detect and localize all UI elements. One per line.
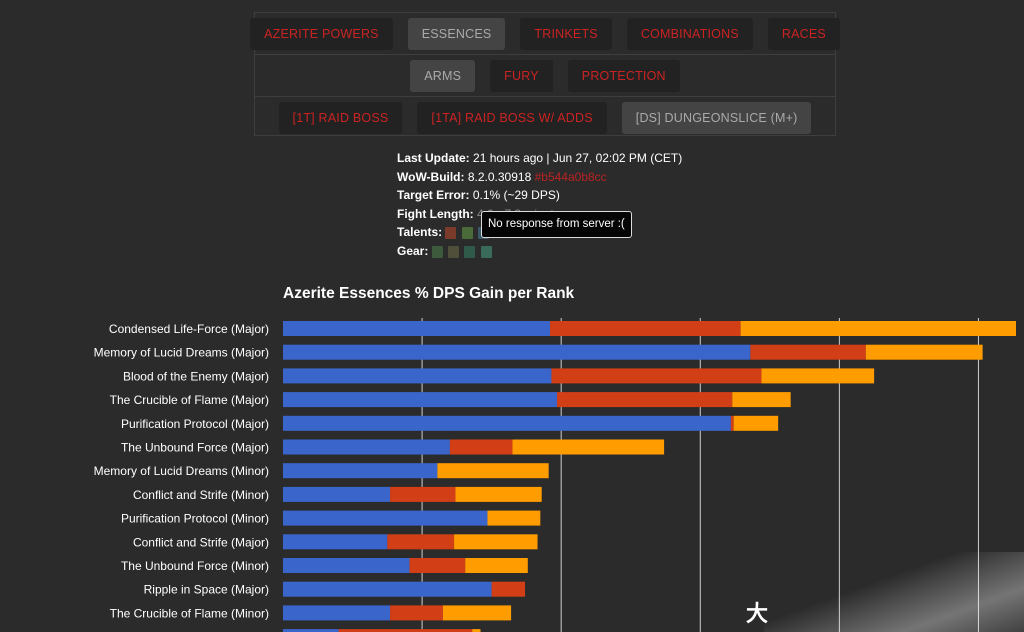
bar-segment-rank-1[interactable] [283, 415, 731, 431]
chart-category-labels: Condensed Life-Force (Major) Memory of Lu… [94, 322, 269, 632]
gear-label: Gear: [397, 244, 429, 259]
category-label: Ripple in Space (Major) [144, 583, 269, 597]
bar-segment-rank-2[interactable] [409, 558, 466, 573]
bar-segment-rank-2[interactable] [550, 321, 741, 336]
wow-build: WoW-Build: 8.2.0.30918 #b544a0b8cc [397, 168, 682, 187]
bar-segment-rank-1[interactable] [283, 321, 551, 336]
bar-segment-rank-3[interactable] [437, 463, 549, 479]
bar-segment-rank-2[interactable] [390, 605, 443, 621]
bar-segment-rank-3[interactable] [442, 605, 512, 621]
build-value: 8.2.0.30918 [467, 169, 532, 184]
bar-segment-rank-3[interactable] [732, 392, 791, 408]
gear: Gear: [397, 242, 682, 261]
category-label: Blood of the Enemy (Minor) [123, 630, 269, 632]
gear-item-icon[interactable] [464, 245, 476, 258]
gear-icons [431, 243, 494, 262]
category-label: The Crucible of Flame (Major) [110, 393, 269, 407]
bar-segment-rank-3[interactable] [761, 368, 875, 384]
bar-segment-rank-3[interactable] [865, 344, 983, 360]
bar-segment-rank-2[interactable] [387, 534, 455, 550]
bar-segment-rank-1[interactable] [283, 486, 391, 502]
tab-raid-boss-adds[interactable]: [1TA] RAID BOSS W/ ADDS [417, 101, 607, 134]
gear-item-icon[interactable] [431, 245, 443, 258]
bar-segment-rank-3[interactable] [740, 321, 1016, 336]
category-label: Conflict and Strife (Major) [133, 535, 269, 549]
bar-segment-rank-3[interactable] [733, 415, 779, 431]
category-label: The Unbound Force (Minor) [121, 559, 269, 573]
tab-arms[interactable]: ARMS [410, 59, 476, 92]
category-label: Blood of the Enemy (Major) [123, 369, 269, 383]
bar-segment-rank-1[interactable] [283, 629, 339, 632]
bar-segment-rank-1[interactable] [283, 344, 751, 360]
bar-segment-rank-2[interactable] [730, 415, 734, 431]
category-label: Condensed Life-Force (Major) [109, 322, 269, 336]
bar-segment-rank-3[interactable] [487, 510, 541, 526]
build-label: WoW-Build: [397, 169, 465, 184]
target-error: Target Error: 0.1% (~29 DPS) [397, 186, 682, 205]
bar-segment-rank-3[interactable] [454, 534, 538, 550]
bar-segment-rank-3[interactable] [512, 439, 665, 455]
category-label: The Unbound Force (Major) [121, 441, 269, 455]
bar-segment-rank-1[interactable] [283, 581, 492, 597]
bar-segment-rank-3[interactable] [465, 558, 528, 573]
chart-title: Azerite Essences % DPS Gain per Rank [283, 285, 575, 302]
tab-races[interactable]: RACES [767, 17, 840, 50]
bar-segment-rank-2[interactable] [338, 629, 473, 632]
bar-segment-rank-2[interactable] [449, 439, 513, 455]
last-update-value: 21 hours ago | Jun 27, 02:02 PM (CET) [473, 151, 683, 165]
bar-segment-rank-1[interactable] [283, 368, 552, 384]
bar-segment-rank-1[interactable] [283, 558, 410, 573]
fight-length-label: Fight Length: [397, 206, 474, 221]
bar-segment-rank-3[interactable] [455, 486, 542, 502]
talents-label: Talents: [397, 225, 443, 239]
category-label: Conflict and Strife (Minor) [133, 488, 269, 502]
tab-fury[interactable]: FURY [490, 59, 553, 92]
tab-trinkets[interactable]: TRINKETS [520, 17, 612, 50]
bar-segment-rank-1[interactable] [283, 392, 558, 408]
build-hash-link[interactable]: #b544a0b8cc [534, 169, 607, 184]
tab-raid-boss[interactable]: [1T] RAID BOSS [278, 101, 403, 134]
gear-item-icon[interactable] [480, 245, 492, 258]
bar-segment-rank-2[interactable] [750, 344, 866, 360]
category-label: Purification Protocol (Minor) [121, 512, 269, 526]
bar-segment-rank-1[interactable] [283, 534, 388, 550]
watermark-logo: 大 [746, 601, 769, 626]
bar-segment-rank-1[interactable] [283, 605, 391, 621]
light-glare [764, 552, 1024, 632]
tab-dungeonslice[interactable]: [DS] DUNGEONSLICE (M+) [621, 101, 812, 134]
target-error-label: Target Error: [397, 188, 470, 202]
bar-segment-rank-1[interactable] [283, 439, 450, 455]
bar-segment-rank-3[interactable] [472, 629, 481, 632]
bar-segment-rank-2[interactable] [551, 368, 762, 384]
nav-row-categories: AZERITE POWERS ESSENCES TRINKETS COMBINA… [250, 13, 840, 55]
bar-segment-rank-1[interactable] [283, 510, 488, 526]
spec-navigation: AZERITE POWERS ESSENCES TRINKETS COMBINA… [250, 12, 840, 138]
tab-protection[interactable]: PROTECTION [567, 59, 680, 92]
category-label: Memory of Lucid Dreams (Minor) [94, 464, 269, 478]
category-label: Purification Protocol (Major) [121, 417, 269, 431]
tab-essences[interactable]: ESSENCES [407, 17, 506, 50]
bar-segment-rank-2[interactable] [557, 392, 733, 408]
chart-bars [283, 321, 1016, 632]
talent-icon[interactable] [461, 226, 473, 239]
bar-segment-rank-1[interactable] [283, 463, 438, 479]
category-label: Memory of Lucid Dreams (Major) [94, 346, 269, 360]
target-error-value: 0.1% (~29 DPS) [472, 188, 560, 202]
last-update-label: Last Update: [397, 151, 470, 165]
last-update: Last Update: 21 hours ago | Jun 27, 02:0… [397, 149, 682, 168]
tab-combinations[interactable]: COMBINATIONS [626, 17, 753, 50]
bar-segment-rank-2[interactable] [390, 486, 456, 502]
category-label: The Crucible of Flame (Minor) [110, 606, 269, 620]
gear-item-icon[interactable] [448, 245, 460, 258]
nav-row-fight-styles: [1T] RAID BOSS [1TA] RAID BOSS W/ ADDS [… [255, 97, 835, 138]
talent-icon[interactable] [445, 226, 457, 239]
error-tooltip: No response from server :( [481, 211, 632, 238]
bar-segment-rank-2[interactable] [491, 581, 526, 597]
nav-row-specs: ARMS FURY PROTECTION [255, 55, 835, 97]
tab-azerite-powers[interactable]: AZERITE POWERS [250, 17, 393, 50]
